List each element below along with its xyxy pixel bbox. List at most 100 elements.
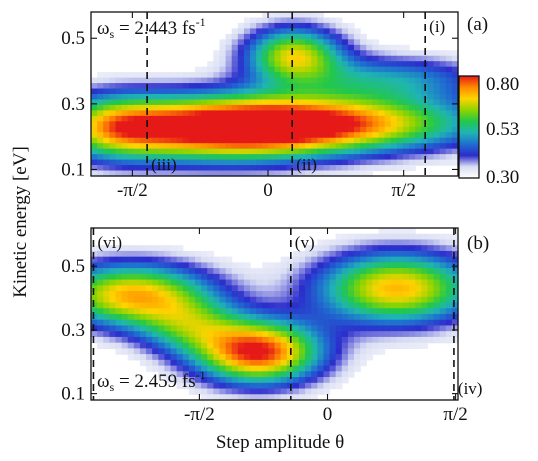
heatmap-cell xyxy=(152,104,159,111)
heatmap-cell xyxy=(146,110,153,117)
heatmap-cell xyxy=(237,382,245,390)
heatmap-cell xyxy=(451,319,459,327)
heatmap-cell xyxy=(225,359,233,367)
heatmap-cell xyxy=(311,104,318,111)
heatmap-cell xyxy=(225,55,233,62)
heatmap-cell xyxy=(268,314,276,321)
heatmap-cell xyxy=(433,94,441,101)
heatmap-cell xyxy=(121,137,129,144)
heatmap-cell xyxy=(280,308,288,315)
heatmap-cell xyxy=(121,72,129,79)
heatmap-cell xyxy=(213,291,221,298)
heatmap-cell xyxy=(170,354,178,361)
heatmap-cell xyxy=(409,228,416,235)
heatmap-cell xyxy=(201,154,208,161)
heatmap-cell xyxy=(402,137,410,144)
heatmap-cell xyxy=(360,342,367,349)
heatmap-cell xyxy=(292,104,300,111)
heatmap-cell xyxy=(250,325,257,332)
heatmap-cell xyxy=(170,170,178,177)
heatmap-cell xyxy=(292,83,300,90)
heatmap-cell xyxy=(243,22,251,29)
heatmap-cell xyxy=(305,245,312,252)
heatmap-cell xyxy=(347,348,355,355)
heatmap-cell xyxy=(115,159,123,166)
heatmap-cell xyxy=(91,148,98,155)
heatmap-cell xyxy=(372,348,380,355)
heatmap-cell xyxy=(97,325,104,332)
heatmap-cell xyxy=(427,159,435,166)
heatmap-cell xyxy=(445,250,453,258)
heatmap-cell xyxy=(256,308,263,315)
heatmap-cell xyxy=(396,115,404,122)
heatmap-cell xyxy=(256,115,263,122)
heatmap-cell xyxy=(292,126,300,133)
heatmap-cell xyxy=(256,126,263,133)
heatmap-cell xyxy=(360,279,367,286)
heatmap-cell xyxy=(268,354,276,361)
heatmap-cell xyxy=(329,285,337,292)
heatmap-cell xyxy=(305,115,312,122)
heatmap-cell xyxy=(390,336,398,344)
heatmap-cell xyxy=(311,308,318,315)
heatmap-cell xyxy=(146,99,153,106)
heatmap-cell xyxy=(225,115,233,122)
heatmap-cell xyxy=(366,83,373,90)
heatmap-cell xyxy=(225,154,233,161)
heatmap-cell xyxy=(237,66,245,73)
heatmap-cell xyxy=(194,273,202,281)
heatmap-cell xyxy=(194,302,202,309)
heatmap-cell xyxy=(311,245,318,252)
heatmap-cell xyxy=(262,165,269,172)
heatmap-cell xyxy=(311,77,318,84)
heatmap-cell xyxy=(451,121,459,128)
heatmap-cell xyxy=(409,159,416,166)
heatmap-cell xyxy=(396,50,404,57)
heatmap-cell xyxy=(286,268,294,275)
heatmap-cell xyxy=(274,137,282,144)
heatmap-cell xyxy=(280,319,288,327)
heatmap-cell xyxy=(305,44,312,51)
x-tick-label: π/2 xyxy=(443,404,467,425)
heatmap-cell xyxy=(311,88,318,95)
heatmap-cell xyxy=(421,262,429,269)
heatmap-cell xyxy=(176,377,184,384)
heatmap-cell xyxy=(396,61,404,68)
heatmap-cell xyxy=(396,273,404,281)
heatmap-cell xyxy=(188,88,196,95)
heatmap-cell xyxy=(176,148,184,155)
heatmap-cell xyxy=(298,314,306,321)
heatmap-cell xyxy=(170,377,178,384)
heatmap-cell xyxy=(133,143,141,150)
heatmap-cell xyxy=(409,302,416,309)
heatmap-cell xyxy=(243,382,251,390)
heatmap-cell xyxy=(396,308,404,315)
heatmap-cell xyxy=(243,279,251,286)
heatmap-cell xyxy=(292,382,300,390)
heatmap-cell xyxy=(280,12,288,19)
heatmap-cell xyxy=(292,33,300,40)
heatmap-cell xyxy=(360,296,367,304)
heatmap-cell xyxy=(268,148,276,155)
heatmap-cell xyxy=(194,99,202,106)
heatmap-cell xyxy=(372,126,380,133)
heatmap-cell xyxy=(415,148,422,155)
heatmap-cell xyxy=(341,126,349,133)
heatmap-cell xyxy=(445,143,453,150)
heatmap-cell xyxy=(421,331,429,338)
heatmap-cell xyxy=(390,279,398,286)
heatmap-cell xyxy=(360,273,367,281)
heatmap-cell xyxy=(243,154,251,161)
heatmap-cell xyxy=(335,17,343,24)
heatmap-cell xyxy=(207,388,214,395)
heatmap-cell xyxy=(292,50,300,57)
heatmap-cell xyxy=(347,365,355,372)
heatmap-cell xyxy=(152,110,159,117)
heatmap-cell xyxy=(231,39,239,46)
heatmap-cell xyxy=(415,250,422,258)
heatmap-cell xyxy=(201,336,208,344)
heatmap-cell xyxy=(390,50,398,57)
heatmap-cell xyxy=(341,159,349,166)
heatmap-cell xyxy=(341,250,349,258)
heatmap-cell xyxy=(323,148,331,155)
